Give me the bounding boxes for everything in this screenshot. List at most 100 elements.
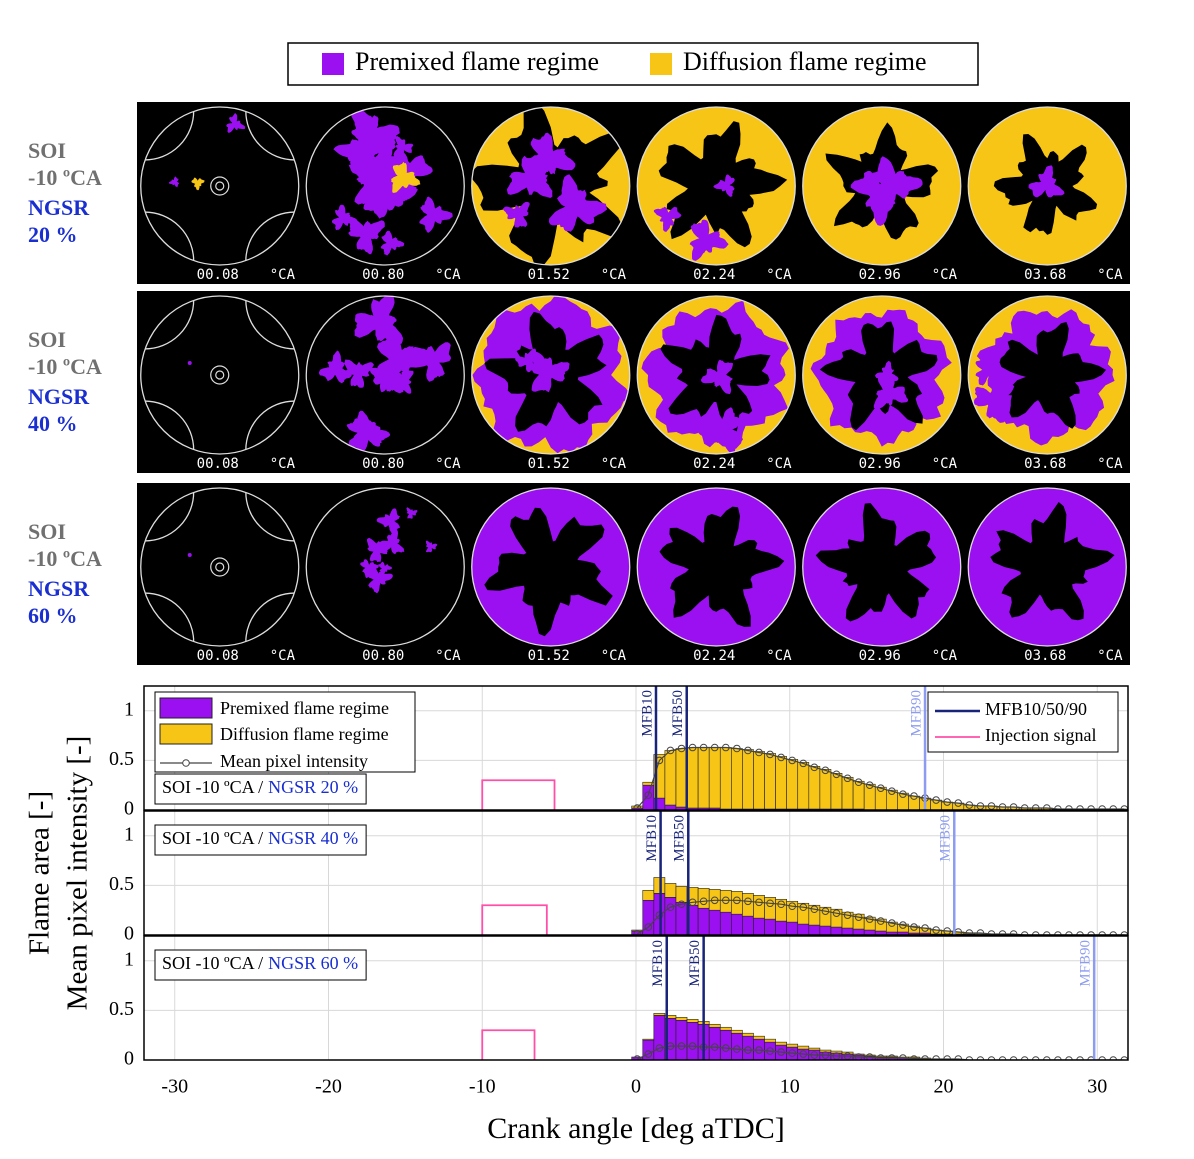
bar: [841, 927, 854, 935]
x-tick-label: 20: [934, 1076, 954, 1098]
bar: [797, 923, 810, 935]
plot: [144, 936, 1128, 1060]
injector: [210, 557, 230, 577]
soi-label: SOI: [28, 519, 66, 544]
bar: [742, 1032, 754, 1037]
bar: [764, 753, 776, 810]
flame-image: [967, 295, 1127, 455]
y-axis-label: Flame area [-]: [24, 791, 56, 955]
injector: [210, 176, 230, 196]
mean-marker: [788, 1049, 797, 1057]
y-axis-label: Mean pixel intensity [-]: [62, 736, 94, 1011]
bar: [719, 890, 732, 913]
panel-label-box: [154, 949, 367, 981]
image-strip: [137, 291, 1130, 473]
bar: [874, 1055, 887, 1058]
mean-marker: [1065, 931, 1073, 935]
frame-unit: °CA: [601, 267, 627, 283]
frame-time: 01.52: [528, 267, 570, 283]
flame-content: [802, 296, 961, 454]
cylinder-outline: [636, 106, 796, 266]
mean-marker: [832, 770, 841, 779]
flame-image: [636, 487, 796, 647]
flame-patch: [975, 354, 1005, 386]
mean-marker: [1098, 931, 1106, 935]
mean-marker: [943, 1055, 951, 1060]
frame-time: 00.08: [197, 267, 239, 283]
cylinder-outline: [140, 487, 300, 647]
flame-patch: [378, 561, 393, 577]
bar: [664, 1015, 677, 1019]
legend-label: Diffusion flame regime: [683, 47, 927, 76]
mfb-label: MFB10: [644, 815, 660, 862]
mean-marker: [821, 1051, 830, 1059]
frame-unit: °CA: [932, 648, 958, 664]
mean-marker: [644, 791, 653, 799]
panel-label-ngsr: NGSR 60 %: [268, 953, 358, 973]
flame-content: [802, 107, 961, 265]
panel-label: SOI -10 ºCA /: [162, 828, 263, 848]
legend-label: Premixed flame regime: [355, 47, 599, 76]
legend-label: Mean pixel intensity: [220, 751, 368, 771]
bar: [819, 769, 832, 810]
flame-patch: [700, 359, 734, 395]
legend-label: Diffusion flame regime: [220, 724, 389, 744]
bar: [786, 1043, 799, 1048]
mfb-label: MFB50: [670, 690, 686, 737]
mean-marker: [666, 903, 675, 912]
frame-time: 00.80: [362, 648, 404, 664]
bar: [830, 772, 843, 810]
bar: [852, 928, 865, 935]
flame-content: [802, 488, 961, 646]
flame-patch: [226, 113, 246, 133]
y-tick-label: 0: [124, 1048, 134, 1070]
injection-signal: [481, 779, 556, 810]
y-tick-label: 0.5: [109, 998, 134, 1020]
bar: [708, 1023, 721, 1028]
mean-marker: [1109, 931, 1118, 935]
mean-marker: [1076, 931, 1084, 935]
frame-unit: °CA: [435, 267, 461, 283]
flame-patch: [528, 132, 576, 184]
flame-patch: [376, 508, 401, 535]
y-tick-label: 1: [124, 948, 134, 970]
flame-patch: [689, 219, 729, 261]
mean-marker: [1120, 931, 1128, 935]
mean-marker: [699, 897, 708, 906]
injection-signal: [481, 1029, 536, 1060]
legend-swatch: [322, 53, 344, 75]
frame-time: 02.96: [859, 267, 901, 283]
flame-patch: [698, 407, 743, 454]
cylinder-outline: [802, 295, 962, 455]
legend-label: MFB10/50/90: [985, 699, 1087, 719]
panel-label-box: [154, 773, 367, 805]
legend-box: [927, 691, 1119, 753]
mean-marker: [733, 896, 741, 905]
flame-patch: [973, 383, 1015, 423]
bar: [708, 747, 721, 809]
frame-time: 03.68: [1024, 648, 1066, 664]
bar: [930, 799, 942, 810]
unburned-zone: [484, 507, 613, 637]
flame-image: [305, 295, 465, 455]
mean-marker: [876, 784, 885, 792]
flame-patch: [425, 540, 438, 553]
bar: [753, 917, 765, 935]
mean-marker: [1031, 804, 1040, 810]
bar: [886, 789, 898, 810]
x-axis-label: Crank angle [deg aTDC]: [487, 1112, 784, 1145]
mean-marker: [865, 915, 874, 923]
cylinder-outline: [802, 487, 962, 647]
panel-label-box: [154, 824, 367, 856]
bar: [753, 751, 765, 810]
legend-swatch: [650, 53, 672, 75]
mean-marker: [777, 1048, 785, 1056]
frame-unit: °CA: [435, 648, 461, 664]
flame-patch: [348, 410, 391, 453]
bar: [719, 911, 732, 935]
bar: [897, 792, 909, 810]
panel-label-ngsr: NGSR 40 %: [268, 828, 358, 848]
flame-patch: [378, 529, 405, 554]
y-tick-label: 1: [124, 698, 134, 720]
mean-marker: [777, 753, 785, 762]
